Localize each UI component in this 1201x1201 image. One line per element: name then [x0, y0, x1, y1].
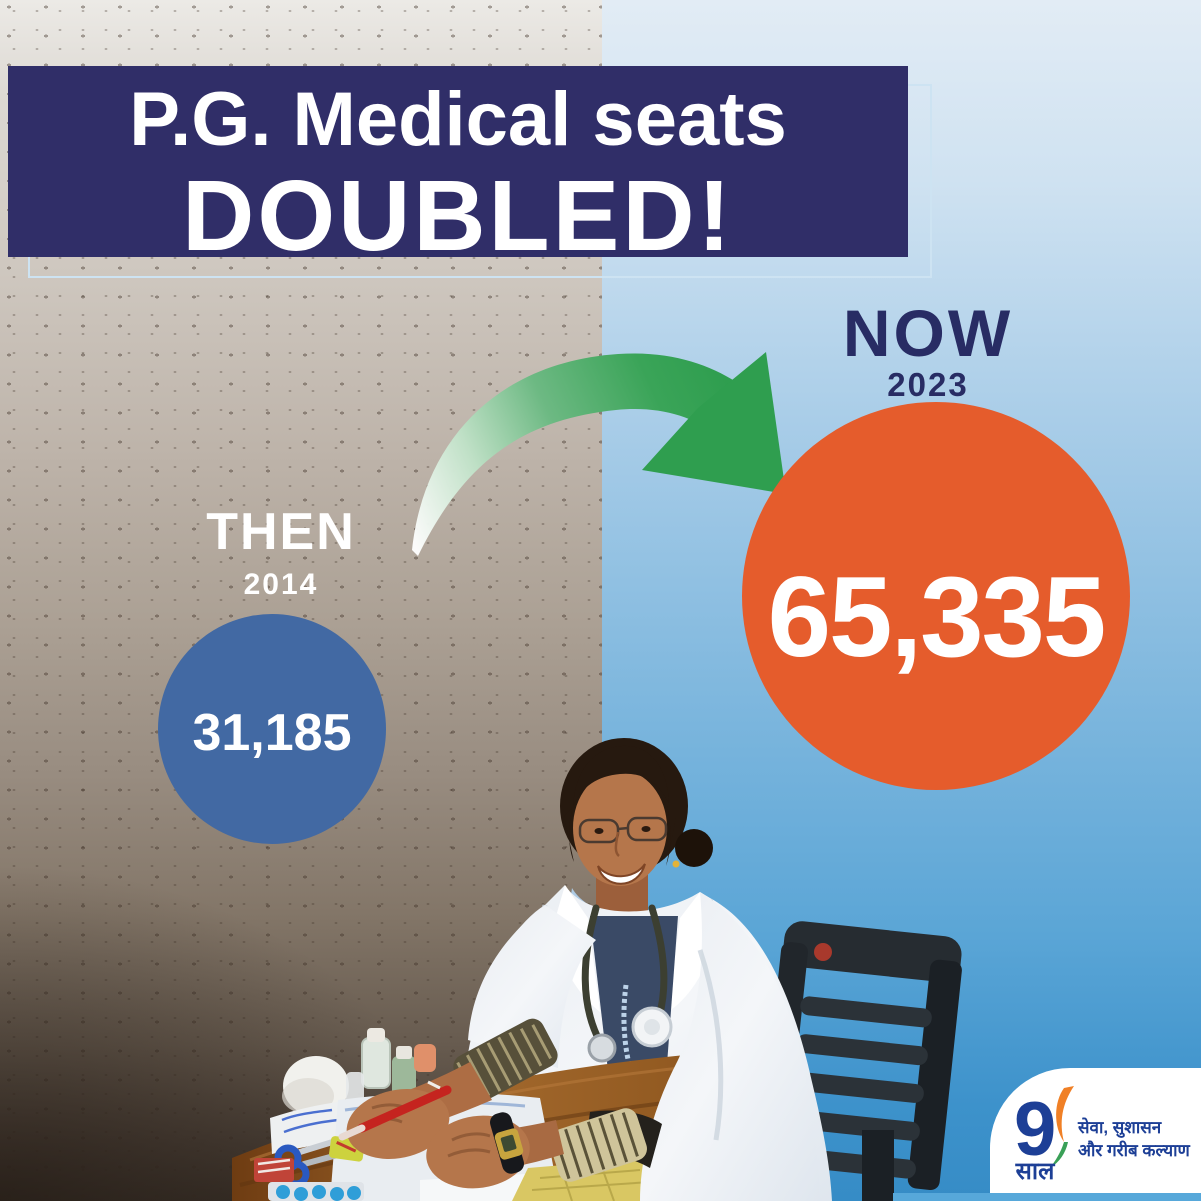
- logo-tagline-line1: सेवा, सुशासन: [1078, 1118, 1162, 1137]
- earring: [672, 860, 680, 868]
- title-box: P.G. Medical seats DOUBLED!: [8, 66, 908, 266]
- nose: [614, 831, 620, 857]
- nine-saal-logo-card: 9 साल सेवा, सुशासन और गरीब कल्याण: [990, 1068, 1201, 1193]
- tricolor-swoosh-icon: [1050, 1086, 1074, 1168]
- yellow-cloth: [512, 1158, 662, 1201]
- then-label: THEN: [206, 503, 356, 561]
- logo-word: साल: [1015, 1158, 1055, 1185]
- logo-tagline-line2: और गरीब कल्याण: [1078, 1141, 1190, 1160]
- growth-arrow-icon: [412, 352, 786, 556]
- chair-leg: [862, 1130, 894, 1201]
- red-pen-icon: [338, 1080, 452, 1141]
- stethoscope-icon: [581, 904, 673, 1069]
- medicine-bottles: [346, 1028, 436, 1116]
- now-label: NOW: [842, 296, 1014, 370]
- glasses: [578, 816, 668, 844]
- now-circle: 65,335: [742, 402, 1130, 790]
- title-line2: DOUBLED!: [182, 160, 734, 272]
- then-year: 2014: [243, 568, 319, 601]
- wrist-watch-icon: [490, 1112, 524, 1174]
- left-sleeve: [640, 892, 820, 1201]
- logo-number: 9: [1014, 1087, 1057, 1172]
- chair-sticker: [814, 943, 832, 961]
- knit-cuff-left: [549, 1108, 647, 1182]
- chair: [756, 921, 962, 1201]
- hair-bun: [675, 829, 713, 867]
- doctor-arms: [338, 892, 820, 1201]
- now-year: 2023: [887, 366, 969, 403]
- blue-pills: [268, 1182, 364, 1201]
- then-value: 31,185: [192, 704, 352, 762]
- smile: [597, 863, 646, 885]
- now-value: 65,335: [767, 554, 1107, 681]
- title-line1: P.G. Medical seats: [129, 77, 787, 162]
- logo-tagline: सेवा, सुशासन और गरीब कल्याण: [1078, 1116, 1190, 1162]
- bottom-strip: [893, 1193, 1201, 1201]
- then-circle: 31,185: [158, 614, 386, 844]
